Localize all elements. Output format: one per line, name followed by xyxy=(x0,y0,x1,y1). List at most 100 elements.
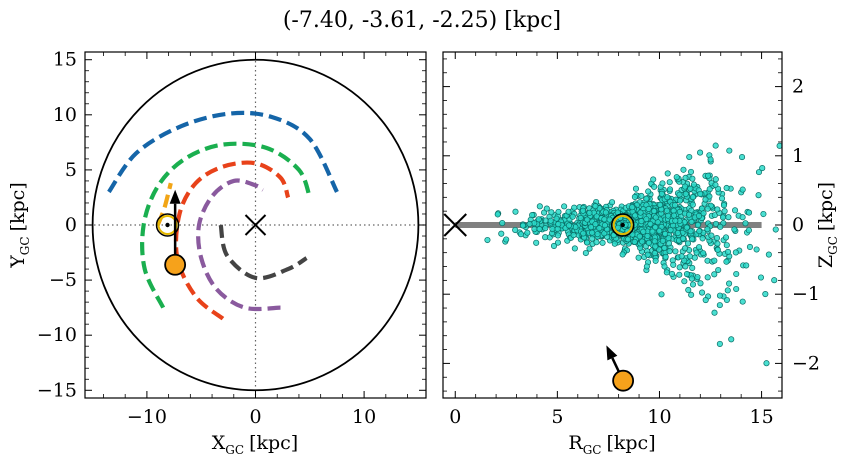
star-point xyxy=(683,270,691,278)
right-y-tick-label: −1 xyxy=(792,283,820,305)
star-point xyxy=(697,149,704,156)
star-point xyxy=(704,274,711,281)
star-point xyxy=(536,226,543,233)
star-point xyxy=(587,224,595,231)
star-point xyxy=(689,201,696,208)
figure-title: (-7.40, -3.61, -2.25) [kpc] xyxy=(283,8,561,33)
star-point xyxy=(651,183,658,190)
star-point xyxy=(659,180,666,187)
left-y-tick-label: 0 xyxy=(65,214,77,236)
star-point xyxy=(555,221,562,228)
right-y-tick-label: 0 xyxy=(792,214,804,236)
left-panel-xy-plane: −10 0 10 −15 −10 −5 0 5 10 15 XGC [kpc] YGC[kpc] xyxy=(7,49,427,457)
star-point xyxy=(776,142,782,149)
star-point xyxy=(561,203,568,210)
star-point xyxy=(635,254,642,261)
star-point xyxy=(571,204,578,211)
right-x-tick-label: 5 xyxy=(551,406,563,428)
star-point xyxy=(547,217,554,224)
star-point xyxy=(554,232,561,239)
star-point xyxy=(553,215,560,222)
star-point xyxy=(651,238,658,245)
star-point xyxy=(656,201,664,208)
star-point xyxy=(670,261,677,268)
star-point xyxy=(723,184,730,192)
left-x-tick-label: −10 xyxy=(127,406,167,428)
star-point xyxy=(680,166,687,173)
star-point xyxy=(682,263,689,270)
star-point xyxy=(742,220,749,227)
star-point xyxy=(689,194,696,201)
left-object-marker xyxy=(164,253,187,276)
star-point xyxy=(711,309,718,316)
star-point xyxy=(661,263,668,270)
spiral-arm-5 xyxy=(155,182,173,226)
star-point xyxy=(672,217,679,224)
star-point xyxy=(753,246,760,253)
star-point xyxy=(542,234,549,241)
star-point xyxy=(712,176,719,183)
right-y-tick-label: 2 xyxy=(792,76,804,98)
star-point xyxy=(645,239,652,246)
star-point xyxy=(636,233,643,240)
star-point xyxy=(662,230,669,237)
star-point xyxy=(638,218,645,225)
star-point xyxy=(643,195,650,202)
star-point xyxy=(689,264,696,272)
star-point xyxy=(554,239,562,246)
left-y-tick-label: 15 xyxy=(53,49,77,71)
star-point xyxy=(712,220,720,227)
star-point xyxy=(700,250,707,257)
star-point xyxy=(519,222,527,229)
star-point xyxy=(714,246,721,253)
star-point xyxy=(666,248,673,255)
star-point xyxy=(658,190,665,197)
star-point xyxy=(656,227,663,234)
left-y-tick-label: 5 xyxy=(65,159,77,181)
star-point xyxy=(725,214,732,221)
star-point xyxy=(694,274,701,281)
star-point xyxy=(739,214,746,221)
star-point xyxy=(759,165,766,172)
star-point xyxy=(659,237,666,244)
star-point xyxy=(691,254,698,261)
star-point xyxy=(732,249,739,256)
star-point xyxy=(702,196,709,203)
right-star-cloud xyxy=(484,142,782,367)
star-point xyxy=(695,212,703,219)
star-point xyxy=(687,185,694,192)
star-point xyxy=(712,142,719,149)
star-point xyxy=(743,262,750,269)
star-point xyxy=(666,179,673,186)
star-point xyxy=(676,197,683,204)
star-point xyxy=(651,250,658,257)
star-point xyxy=(579,207,587,214)
star-point xyxy=(681,245,689,252)
star-point xyxy=(732,207,739,214)
left-y-axis-label: YGC[kpc] xyxy=(7,182,32,268)
star-point xyxy=(683,224,690,231)
star-point xyxy=(702,296,709,304)
star-point xyxy=(524,229,531,236)
star-point xyxy=(771,277,778,284)
star-point xyxy=(695,244,703,251)
star-point xyxy=(645,188,652,195)
star-point xyxy=(681,183,689,190)
star-point xyxy=(682,174,689,181)
star-point xyxy=(686,253,693,260)
star-point xyxy=(707,156,714,163)
star-point xyxy=(668,270,676,277)
right-sun-marker xyxy=(610,213,635,237)
star-point xyxy=(733,285,740,293)
right-y-tick-label: 1 xyxy=(792,145,804,167)
star-point xyxy=(717,223,724,230)
star-point xyxy=(517,231,524,238)
star-point xyxy=(706,193,713,200)
star-point xyxy=(649,228,656,235)
galactic-disk-boundary xyxy=(91,58,420,392)
star-point xyxy=(685,286,692,294)
star-point xyxy=(714,206,721,213)
star-point xyxy=(723,242,730,249)
star-point xyxy=(498,230,505,237)
star-point xyxy=(625,236,632,243)
